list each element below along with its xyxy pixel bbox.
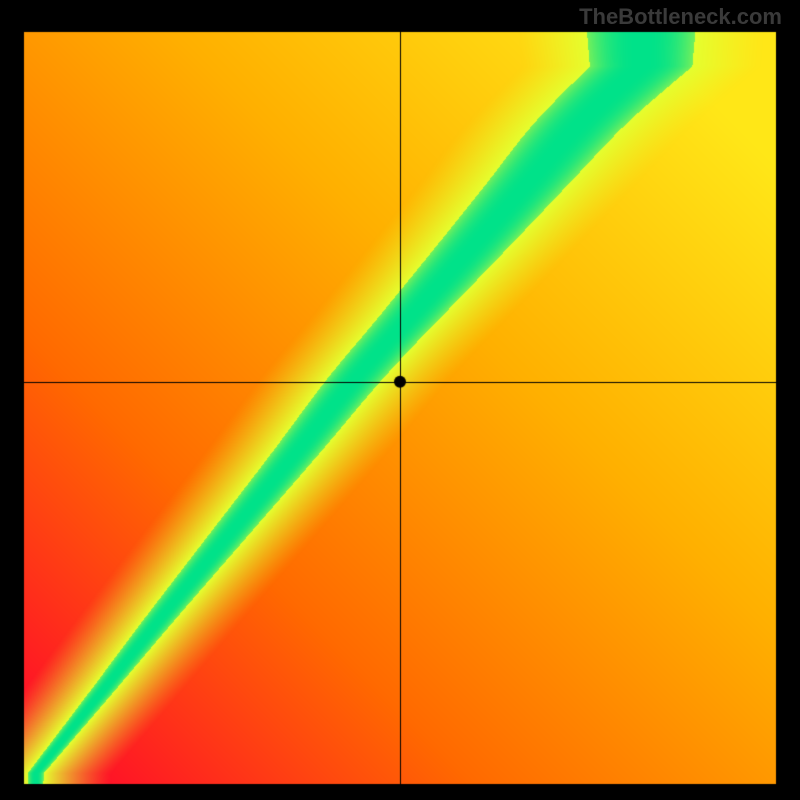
chart-container: TheBottleneck.com	[0, 0, 800, 800]
heatmap-canvas	[0, 0, 800, 800]
watermark-label: TheBottleneck.com	[579, 4, 782, 30]
